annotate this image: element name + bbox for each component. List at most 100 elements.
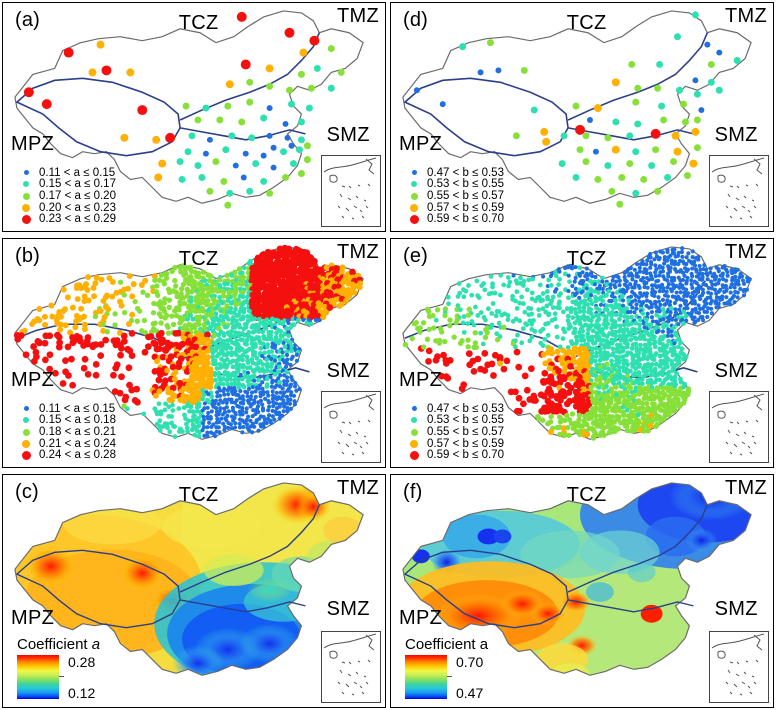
- station-point: [637, 285, 642, 290]
- station-point: [740, 278, 746, 283]
- inset-map-svg: [711, 157, 765, 220]
- station-point: [260, 380, 265, 385]
- station-point: [52, 369, 59, 377]
- station-point: [637, 299, 642, 304]
- station-point: [216, 425, 221, 430]
- station-point: [684, 261, 689, 267]
- station-point: [233, 373, 238, 379]
- station-point: [676, 344, 681, 350]
- station-point: [598, 302, 604, 307]
- legend-a: 0.11 < a ≤ 0.15 0.15 < a ≤ 0.17 0.17 < a…: [17, 167, 116, 225]
- station-point: [554, 324, 560, 330]
- station-point: [240, 408, 245, 413]
- zone-label-tmz-b: TMZ: [337, 241, 379, 264]
- station-point: [475, 313, 481, 318]
- station-point: [546, 277, 552, 283]
- station-point: [624, 407, 630, 413]
- station-point: [177, 264, 183, 271]
- legend-dot-icon: [405, 181, 427, 188]
- station-point: [567, 363, 574, 370]
- station-point: [245, 360, 251, 365]
- station-point: [513, 316, 519, 322]
- station-point: [240, 301, 246, 307]
- station-point: [640, 356, 646, 362]
- station-point: [97, 341, 105, 348]
- station-point: [288, 340, 293, 346]
- station-point: [736, 282, 741, 287]
- station-point: [529, 334, 535, 340]
- station-point: [692, 263, 698, 268]
- station-point: [665, 278, 670, 283]
- station-point: [216, 420, 222, 425]
- station-point: [196, 359, 203, 366]
- station-point: [732, 285, 737, 290]
- station-point: [667, 269, 673, 274]
- station-point: [515, 332, 520, 338]
- station-point: [584, 431, 591, 438]
- station-point: [270, 414, 275, 419]
- station-point: [202, 433, 207, 438]
- station-point: [228, 294, 234, 300]
- colorbar-gradient-f: [405, 655, 447, 699]
- station-point: [660, 395, 666, 401]
- station-point: [239, 376, 245, 382]
- station-point: [282, 373, 287, 378]
- station-point: [660, 329, 665, 334]
- station-point: [634, 302, 639, 307]
- station-point: [272, 354, 278, 360]
- station-point: [592, 288, 598, 294]
- station-point: [214, 406, 219, 411]
- station-point: [189, 399, 196, 406]
- legend-dot-icon: [17, 214, 39, 224]
- station-point: [489, 311, 495, 316]
- station-point: [670, 282, 676, 287]
- station-point: [679, 249, 685, 255]
- station-point: [209, 424, 214, 430]
- station-point: [244, 279, 250, 285]
- station-point: [617, 278, 622, 283]
- station-point: [233, 318, 239, 324]
- station-point: [93, 274, 100, 281]
- station-point: [566, 273, 571, 278]
- station-point: [192, 413, 197, 419]
- station-point: [657, 273, 662, 278]
- station-point: [592, 340, 598, 346]
- station-point: [216, 352, 222, 357]
- station-point: [220, 412, 225, 417]
- station-point: [562, 417, 568, 424]
- station-point: [621, 322, 627, 328]
- station-point: [649, 305, 654, 310]
- station-point: [683, 313, 689, 319]
- station-point: [264, 357, 270, 362]
- station-point: [560, 336, 566, 342]
- station-point: [548, 301, 553, 307]
- station-point: [231, 391, 236, 397]
- station-point: [496, 355, 504, 363]
- station-point: [603, 317, 609, 323]
- legend-item: 0.47 < b ≤ 0.53: [405, 167, 504, 179]
- station-point: [639, 381, 645, 387]
- station-point: [624, 269, 630, 274]
- station-point: [184, 421, 189, 427]
- station-point: [700, 287, 705, 292]
- station-point: [248, 424, 253, 429]
- station-point: [652, 344, 658, 350]
- station-point: [189, 427, 195, 433]
- station-point: [240, 364, 246, 370]
- station-point: [640, 415, 647, 422]
- station-point: [697, 263, 702, 269]
- station-point: [562, 329, 568, 335]
- station-point: [270, 380, 275, 385]
- station-point: [221, 333, 227, 338]
- station-point: [164, 367, 171, 374]
- station-point: [620, 412, 627, 418]
- station-point: [270, 389, 275, 394]
- station-point: [30, 343, 38, 350]
- station-point: [580, 281, 585, 286]
- station-point: [618, 313, 623, 318]
- station-point: [638, 336, 643, 342]
- station-point: [278, 390, 283, 395]
- station-point: [647, 341, 653, 347]
- station-point: [195, 293, 202, 300]
- station-point: [744, 287, 750, 292]
